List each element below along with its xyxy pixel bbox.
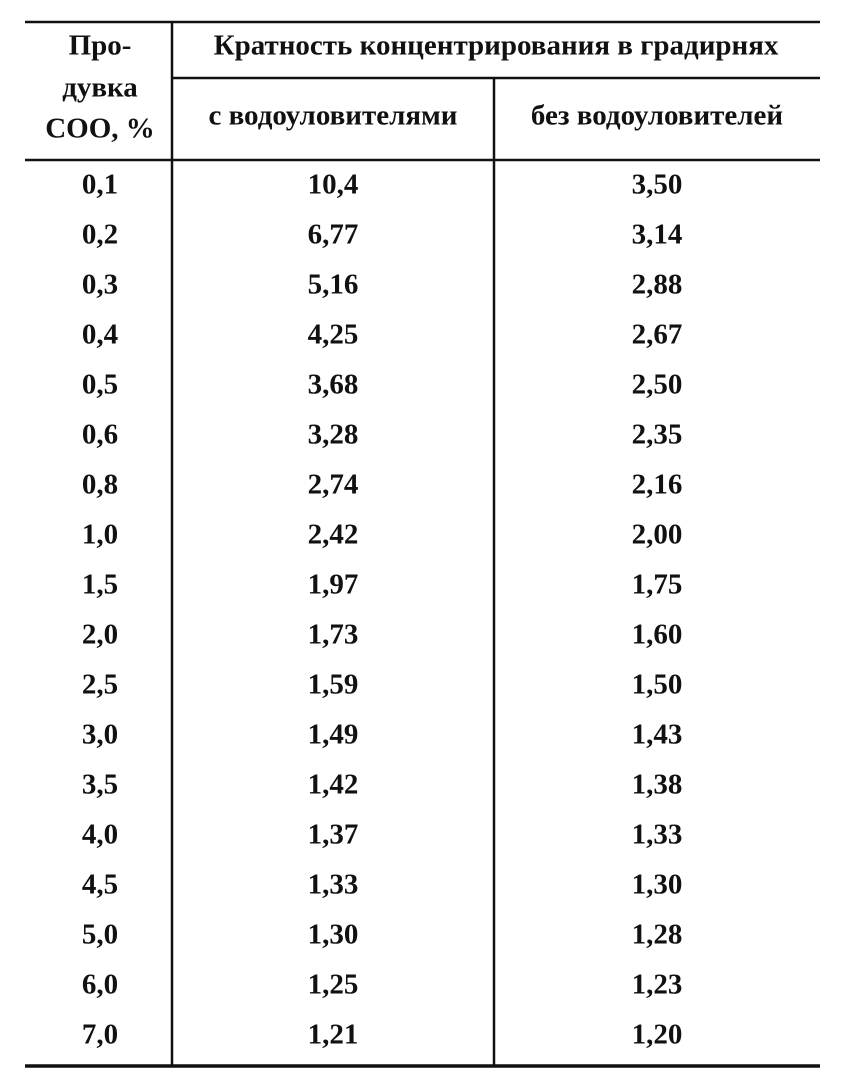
header-cell: СОО, % [45, 113, 155, 145]
table-cell: 10,4 [308, 169, 359, 201]
table-cell: 6,0 [82, 969, 118, 1001]
table-cell: 1,30 [308, 919, 359, 951]
table-cell: 1,38 [632, 769, 683, 801]
table-cell: 2,5 [82, 669, 118, 701]
table-cell: 0,4 [82, 319, 118, 351]
table-cell: 2,00 [632, 519, 683, 551]
table-cell: 1,73 [308, 619, 359, 651]
table-cell: 1,75 [632, 569, 683, 601]
table-cell: 1,33 [632, 819, 683, 851]
table-cell: 0,8 [82, 469, 118, 501]
table-cell: 4,0 [82, 819, 118, 851]
table-cell: 2,0 [82, 619, 118, 651]
table-cell: 1,43 [632, 719, 683, 751]
table-cell: 7,0 [82, 1019, 118, 1051]
table-cell: 1,97 [308, 569, 359, 601]
table-cell: 3,28 [308, 419, 359, 451]
table-cell: 1,23 [632, 969, 683, 1001]
header-cell: с водоуловителями [208, 100, 457, 132]
table-cell: 0,3 [82, 269, 118, 301]
table-cell: 1,21 [308, 1019, 359, 1051]
header-cell: дувка [62, 72, 138, 104]
table-cell: 1,28 [632, 919, 683, 951]
table-cell: 1,20 [632, 1019, 683, 1051]
table-cell: 1,50 [632, 669, 683, 701]
table-cell: 2,35 [632, 419, 683, 451]
table-cell: 2,42 [308, 519, 359, 551]
table-cell: 0,2 [82, 219, 118, 251]
table-cell: 2,16 [632, 469, 683, 501]
table-cell: 3,5 [82, 769, 118, 801]
table-cell: 1,5 [82, 569, 118, 601]
header-cell: Про- [69, 30, 132, 62]
table-cell: 1,25 [308, 969, 359, 1001]
header-group: Кратность концентрирования в градирнях [214, 30, 779, 62]
header-cell: без водоуловителей [531, 100, 783, 132]
table-cell: 2,50 [632, 369, 683, 401]
table-cell: 1,42 [308, 769, 359, 801]
table-cell: 1,59 [308, 669, 359, 701]
table-cell: 1,37 [308, 819, 359, 851]
table-cell: 2,67 [632, 319, 683, 351]
table-cell: 3,50 [632, 169, 683, 201]
table-cell: 4,5 [82, 869, 118, 901]
table-cell: 3,14 [632, 219, 683, 251]
table-cell: 2,74 [308, 469, 359, 501]
table-cell: 5,16 [308, 269, 359, 301]
table-cell: 1,33 [308, 869, 359, 901]
table-cell: 0,1 [82, 169, 118, 201]
table-cell: 1,60 [632, 619, 683, 651]
table-cell: 2,88 [632, 269, 683, 301]
table-cell: 1,30 [632, 869, 683, 901]
table-cell: 6,77 [308, 219, 359, 251]
table-cell: 1,49 [308, 719, 359, 751]
table-cell: 5,0 [82, 919, 118, 951]
table-cell: 4,25 [308, 319, 359, 351]
table-cell: 0,5 [82, 369, 118, 401]
table-cell: 0,6 [82, 419, 118, 451]
table-cell: 3,0 [82, 719, 118, 751]
table-cell: 1,0 [82, 519, 118, 551]
table-cell: 3,68 [308, 369, 359, 401]
